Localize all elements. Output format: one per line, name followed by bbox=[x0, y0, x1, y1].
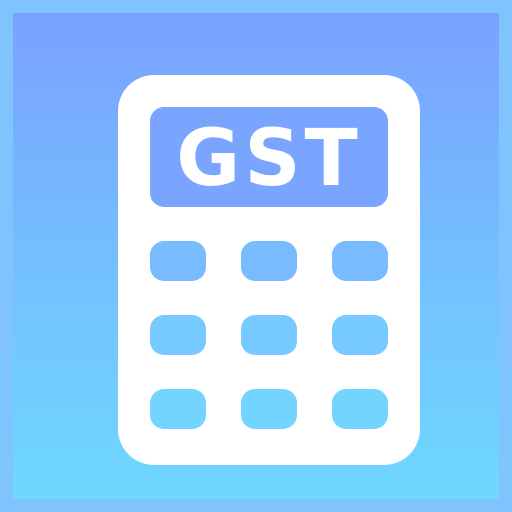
calculator-icon: GST bbox=[118, 75, 420, 465]
calculator-keypad bbox=[150, 241, 388, 431]
keypad-key bbox=[150, 389, 206, 429]
keypad-key bbox=[241, 315, 297, 355]
gst-label: GST bbox=[176, 114, 362, 204]
calculator-display: GST bbox=[150, 107, 388, 207]
keypad-key bbox=[241, 389, 297, 429]
keypad-key bbox=[332, 241, 388, 281]
keypad-key bbox=[150, 315, 206, 355]
keypad-key bbox=[241, 241, 297, 281]
keypad-key bbox=[150, 241, 206, 281]
keypad-key bbox=[332, 389, 388, 429]
keypad-key bbox=[332, 315, 388, 355]
